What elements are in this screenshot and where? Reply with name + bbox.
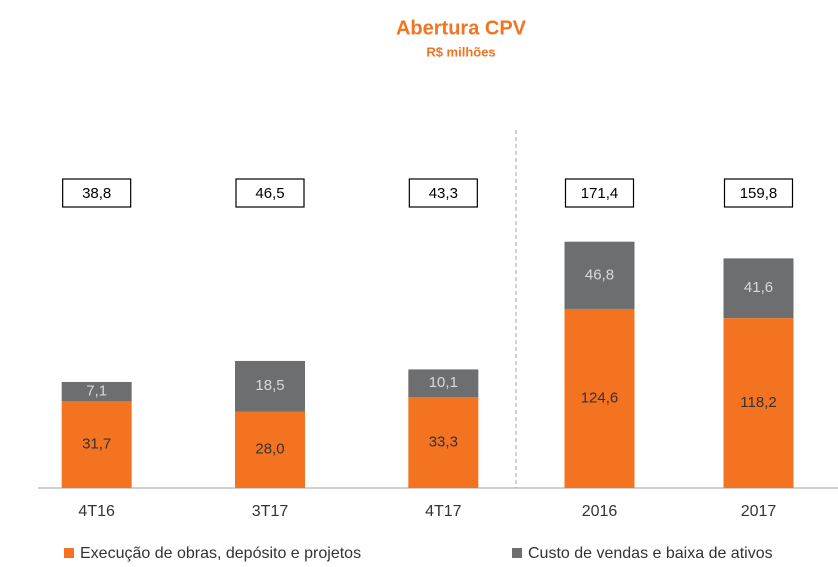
data-label: 124,6 [581,389,619,406]
bar-segment [723,258,794,319]
bar-segment [564,241,635,309]
bar-segment [61,381,132,402]
legend-swatch [64,548,74,558]
legend-label: Custo de vendas e baixa de ativos [528,545,773,562]
total-box [235,178,305,208]
data-label: 7,1 [86,383,107,400]
data-label: 41,6 [744,279,773,296]
total-label: 171,4 [581,185,619,202]
legend-label: Execução de obras, depósito e projetos [80,545,361,562]
bar-segment [61,401,132,488]
total-box [408,178,478,208]
chart-subtitle: R$ milhões [426,44,495,59]
data-label: 46,8 [585,266,614,283]
data-label: 18,5 [255,377,284,394]
total-label: 38,8 [82,185,111,202]
total-box [62,178,132,208]
legend-swatch [512,548,522,558]
bar-segment [723,318,794,488]
x-tick-label: 2016 [582,503,618,520]
chart-title: Abertura CPV [396,17,527,39]
x-tick-label: 4T16 [78,503,115,520]
total-label: 46,5 [255,185,284,202]
bar-segment [408,397,479,488]
bar-segment [235,411,305,488]
bar-segment [235,360,305,412]
data-label: 10,1 [429,374,458,391]
data-label: 118,2 [740,394,776,411]
data-label: 28,0 [255,441,284,458]
data-label: 31,7 [82,436,111,453]
total-box [723,178,794,208]
data-label: 33,3 [429,433,458,450]
total-label: 159,8 [740,185,778,202]
bar-segment [408,369,479,398]
bar-segment [564,308,635,488]
total-box [564,178,635,208]
total-label: 43,3 [429,185,458,202]
x-tick-label: 3T17 [252,503,289,520]
x-tick-label: 2017 [741,503,777,520]
x-tick-label: 4T17 [425,503,462,520]
